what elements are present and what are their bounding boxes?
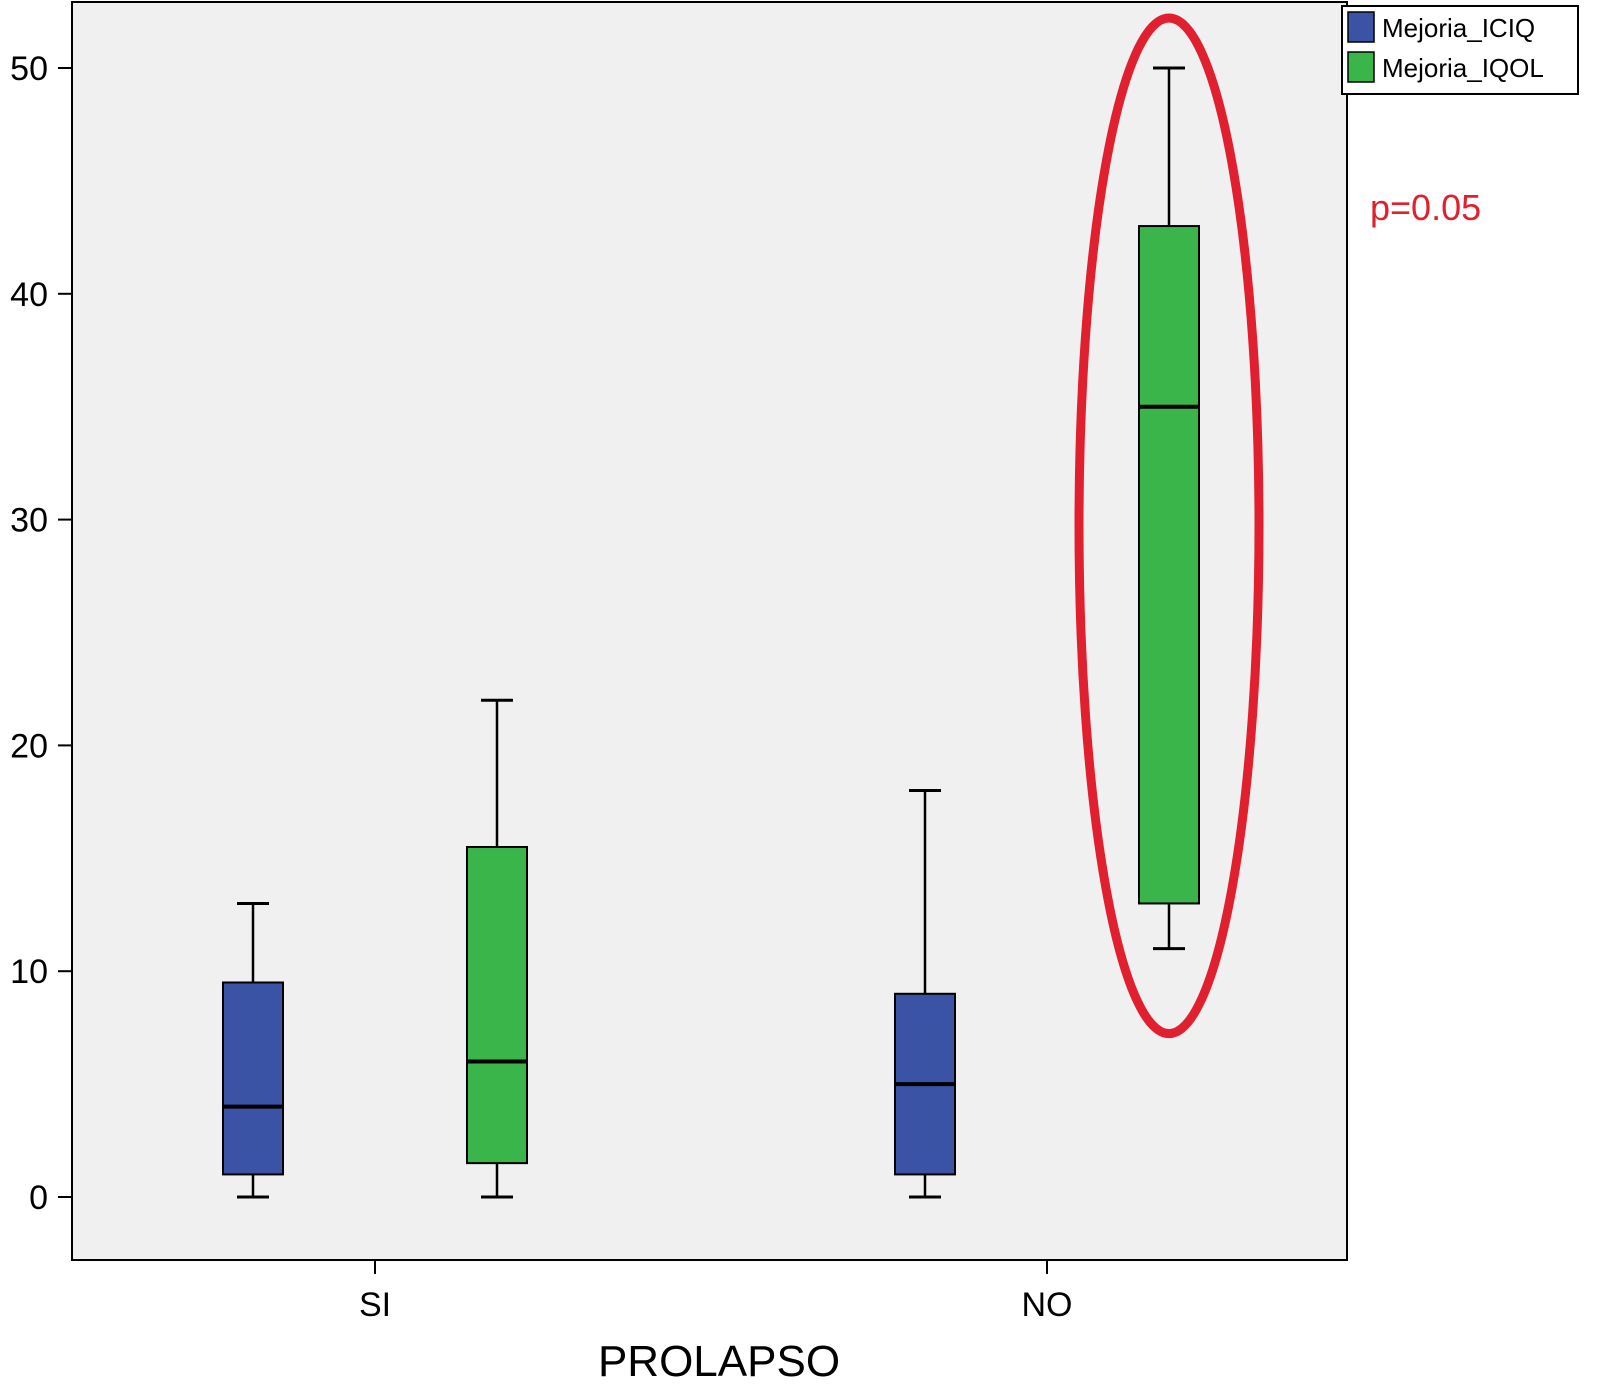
iqr-box bbox=[1138, 225, 1200, 905]
y-tick-label: 50 bbox=[10, 50, 48, 88]
plot-background bbox=[71, 1, 1348, 1261]
box-series bbox=[222, 66, 1200, 1199]
box-mejoria-iciq-no bbox=[894, 789, 956, 1199]
y-tick-label: 10 bbox=[10, 953, 48, 991]
box-mejoria-iciq-si bbox=[222, 901, 284, 1199]
legend-swatch bbox=[1347, 11, 1375, 43]
box-mejoria-iqol-no bbox=[1138, 66, 1200, 951]
box-mejoria-iqol-si bbox=[466, 698, 528, 1199]
y-axis: 0 10 20 30 40 50 bbox=[10, 50, 72, 1217]
p-value-annotation: p=0.05 bbox=[1370, 187, 1481, 228]
y-tick-label: 30 bbox=[10, 502, 48, 540]
y-tick-label: 0 bbox=[29, 1179, 48, 1217]
x-axis: SI NO bbox=[359, 1260, 1073, 1324]
legend-swatch bbox=[1347, 51, 1375, 83]
highlight-ellipse bbox=[1074, 13, 1264, 1039]
x-axis-label: PROLAPSO bbox=[598, 1337, 840, 1386]
iqr-box bbox=[222, 981, 284, 1176]
legend-label: Mejoria_ICIQ bbox=[1382, 13, 1535, 43]
legend: Mejoria_ICIQ Mejoria_IQOL bbox=[1341, 5, 1579, 95]
y-tick-label: 20 bbox=[10, 727, 48, 765]
legend-box bbox=[1341, 5, 1579, 95]
legend-label: Mejoria_IQOL bbox=[1382, 53, 1544, 83]
x-tick-label-si: SI bbox=[359, 1286, 391, 1324]
x-tick-label-no: NO bbox=[1022, 1286, 1073, 1324]
iqr-box bbox=[466, 846, 528, 1165]
y-tick-label: 40 bbox=[10, 276, 48, 314]
